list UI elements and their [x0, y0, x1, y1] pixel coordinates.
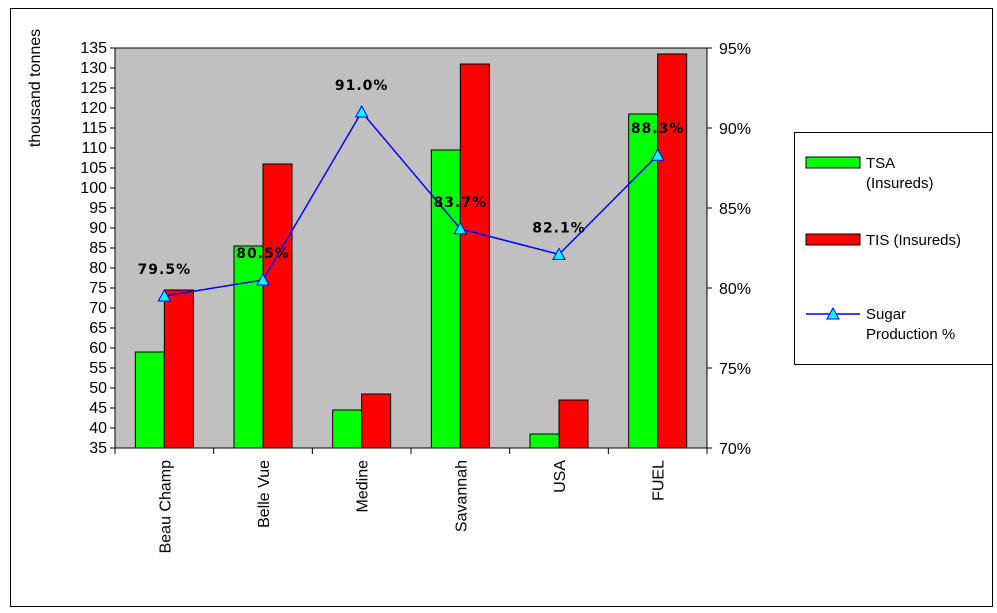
legend-label: Production % [866, 326, 955, 343]
left-tick-label: 70 [89, 300, 107, 317]
tis-bar [163, 289, 194, 449]
sugar-production-data-label: 91.0% [335, 78, 389, 94]
y-axis-label: thousand tonnes [27, 29, 44, 147]
category-label: Savannah [453, 460, 470, 532]
left-tick-label: 135 [80, 40, 107, 57]
sugar-production-marker [552, 247, 566, 260]
legend-label: Sugar [866, 306, 906, 323]
left-tick-label: 55 [89, 360, 107, 377]
left-axis: 35 40 45 50 55 60 65 70 75 80 85 90 95 100 105 110 115 12… [80, 40, 116, 457]
tsa-bar [233, 245, 264, 449]
sugar-production-data-label: 82.1% [532, 220, 586, 236]
right-tick-label: 75% [719, 361, 751, 378]
legend-label: TIS (Insureds) [866, 232, 961, 249]
sugar-production-data-label: 88.3% [631, 121, 685, 137]
left-tick-label: 120 [80, 100, 107, 117]
left-tick-label: 35 [89, 440, 107, 457]
left-tick-label: 110 [81, 140, 107, 157]
right-tick-label: 95% [719, 41, 751, 58]
tis-bar [459, 63, 490, 449]
right-tick-label: 70% [719, 441, 751, 458]
right-tick-label: 80% [719, 281, 751, 298]
category-label: USA [552, 460, 569, 493]
sugar-production-marker [354, 104, 369, 118]
legend-marker [826, 306, 840, 320]
left-tick-label: 85 [89, 240, 107, 257]
left-tick-label: 65 [89, 320, 107, 337]
legend-label: TSA [866, 155, 895, 172]
legend: TSA (Insureds) TIS (Insureds) Sugar Producti… [794, 132, 993, 365]
legend-swatch [805, 156, 861, 169]
left-tick-label: 100 [80, 180, 107, 197]
right-axis: 70% 75% 80% 85% 90% 95% [706, 41, 751, 458]
left-tick-label: 80 [89, 260, 107, 277]
sugar-production-marker [453, 221, 468, 235]
left-tick-label: 40 [89, 420, 107, 437]
legend-box [794, 132, 993, 365]
sugar-production-marker [256, 272, 270, 286]
left-tick-label: 45 [89, 400, 107, 417]
plot-area [114, 47, 708, 449]
left-tick-label: 125 [80, 80, 107, 97]
tsa-bar [134, 351, 165, 449]
tsa-bar [628, 113, 659, 449]
sugar-production-marker [650, 148, 665, 161]
left-tick-label: 95 [89, 200, 107, 217]
legend-label: (Insureds) [866, 175, 934, 192]
tis-bar [558, 399, 589, 449]
sugar-production-marker [157, 288, 172, 302]
left-tick-label: 60 [89, 340, 107, 357]
left-tick-label: 90 [89, 220, 107, 237]
tsa-bar [529, 433, 560, 449]
left-tick-label: 115 [81, 120, 107, 137]
left-tick-label: 105 [80, 160, 107, 177]
category-axis: Beau Champ Belle Vue Medine Savannah USA FUEL [114, 447, 708, 553]
sugar-production-line [164, 110, 659, 297]
left-tick-label: 75 [89, 280, 107, 297]
tsa-bar [332, 409, 363, 449]
tis-bar [657, 53, 688, 449]
sugar-production-data-label: 80.5% [236, 246, 290, 262]
tis-bar [361, 393, 392, 449]
sugar-production-data-label: 79.5% [138, 262, 192, 278]
right-tick-label: 90% [719, 121, 751, 138]
legend-swatch [805, 233, 861, 246]
line-series-group: 79.5% 80.5% 91.0% 83.7% 82.1% 88.3% [138, 78, 685, 302]
right-tick-label: 85% [719, 201, 751, 218]
sugar-production-data-label: 83.7% [434, 195, 488, 211]
left-tick-label: 130 [80, 60, 107, 77]
category-label: Medine [355, 460, 372, 513]
tis-bar [262, 163, 293, 449]
category-label: Belle Vue [256, 460, 273, 528]
category-label: Beau Champ [157, 460, 174, 553]
left-tick-label: 50 [89, 380, 107, 397]
category-label: FUEL [651, 460, 668, 501]
